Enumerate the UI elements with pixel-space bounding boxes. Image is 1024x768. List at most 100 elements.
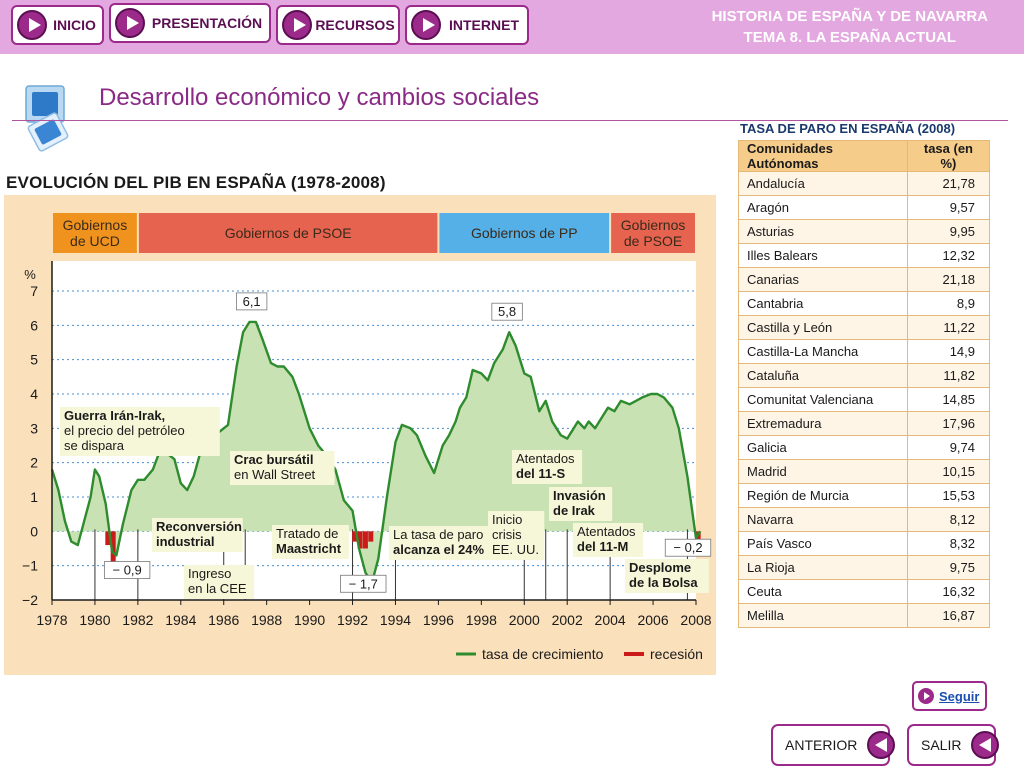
play-arrow-icon — [411, 10, 441, 40]
region-cell: Canarias — [738, 267, 908, 292]
rate-cell: 8,9 — [906, 291, 991, 316]
x-tick-label: 1992 — [337, 612, 368, 628]
x-tick-label: 2002 — [552, 612, 583, 628]
annotation-text: Tratado de Maastricht — [276, 526, 342, 556]
rate-cell: 9,95 — [906, 219, 991, 244]
play-arrow-icon — [115, 8, 145, 38]
government-band — [611, 213, 695, 253]
rate-cell: 16,87 — [906, 603, 991, 628]
y-tick-label: 0 — [30, 523, 38, 539]
rate-cell: 9,74 — [906, 435, 991, 460]
table-row: Navarra 8,12 — [738, 507, 991, 532]
annotation-box — [60, 407, 220, 456]
recursos-button[interactable]: RECURSOS — [276, 5, 400, 45]
rate-cell: 14,85 — [906, 387, 991, 412]
x-tick-label: 1982 — [122, 612, 153, 628]
annotation-box — [184, 565, 255, 599]
region-cell: Aragón — [738, 195, 908, 220]
annotation-box — [512, 450, 583, 484]
y-axis-label: % — [24, 267, 36, 282]
table-row: Galicia 9,74 — [738, 435, 991, 460]
inicio-button[interactable]: INICIO — [11, 5, 104, 45]
unemployment-table-title: TASA DE PARO EN ESPAÑA (2008) — [740, 121, 956, 136]
anterior-label: ANTERIOR — [785, 737, 858, 753]
recession-bar — [362, 531, 368, 549]
page-title: Desarrollo económico y cambios sociales — [99, 84, 540, 111]
rate-cell: 9,75 — [906, 555, 991, 580]
value-label: − 0,9 — [112, 563, 141, 578]
table-row: Andalucía 21,78 — [738, 171, 991, 196]
region-cell: Melilla — [738, 603, 908, 628]
y-tick-label: 4 — [30, 386, 38, 402]
value-label: − 0,2 — [673, 540, 702, 555]
title-divider — [12, 120, 1008, 121]
recession-bar — [105, 531, 111, 546]
rate-cell: 10,15 — [906, 459, 991, 484]
y-tick-label: 7 — [30, 283, 38, 299]
recession-bar — [110, 531, 116, 563]
salir-button[interactable]: SALIR — [907, 724, 1000, 766]
annotation-text: Atentados del 11-S — [516, 451, 575, 481]
region-cell: Comunitat Valenciana — [738, 387, 908, 412]
table-header-rate: tasa (en %) — [906, 140, 991, 172]
recursos-label: RECURSOS — [315, 17, 395, 33]
x-tick-label: 1998 — [466, 612, 497, 628]
recession-bar — [368, 531, 374, 542]
x-tick-label: 1988 — [251, 612, 282, 628]
table-row: Región de Murcia 15,53 — [738, 483, 991, 508]
table-row: Asturias 9,95 — [738, 219, 991, 244]
gdp-chart: Gobiernos de UCD Gobiernos de PSOE Gobierno… — [22, 213, 712, 662]
presentacion-button[interactable]: PRESENTACIÓN — [109, 3, 271, 43]
annotation-text: Atentados del 11-M — [577, 524, 636, 554]
annotation-text: Inicio crisis EE. UU. — [492, 512, 539, 557]
rate-cell: 8,32 — [906, 531, 991, 556]
annotation-text: Reconversión industrial — [156, 519, 242, 549]
rate-cell: 21,78 — [906, 171, 991, 196]
government-band — [53, 213, 137, 253]
annotation-text: La tasa de paro alcanza el 24% — [393, 527, 484, 557]
x-tick-label: 1994 — [380, 612, 411, 628]
government-band — [138, 213, 438, 253]
government-band-label: Gobiernos de PSOE — [621, 217, 686, 249]
back-arrow-icon — [971, 731, 1000, 759]
x-tick-label: 1986 — [208, 612, 239, 628]
anterior-button[interactable]: ANTERIOR — [771, 724, 896, 766]
value-label-box — [664, 538, 712, 557]
recession-bar — [357, 531, 363, 549]
header-line-1: HISTORIA DE ESPAÑA Y DE NAVARRA — [711, 8, 988, 25]
rate-cell: 9,57 — [906, 195, 991, 220]
back-arrow-icon — [867, 731, 896, 759]
table-row: Melilla 16,87 — [738, 603, 991, 628]
y-tick-label: 5 — [30, 352, 38, 368]
value-label-box — [103, 561, 151, 579]
page-icon — [25, 85, 69, 152]
unemployment-table: Comunidades Autónomas tasa (en %) Andalu… — [738, 140, 991, 628]
government-band — [439, 213, 610, 253]
region-cell: Extremadura — [738, 411, 908, 436]
value-label: 5,8 — [498, 304, 516, 319]
internet-label: INTERNET — [449, 17, 519, 33]
play-arrow-icon — [282, 10, 312, 40]
rate-cell: 15,53 — [906, 483, 991, 508]
value-label-box — [235, 292, 268, 311]
government-band-label: Gobiernos de UCD — [63, 217, 128, 249]
internet-button[interactable]: INTERNET — [405, 5, 529, 45]
government-band-label: Gobiernos de PP — [471, 225, 578, 241]
seguir-button[interactable]: Seguir — [912, 681, 987, 711]
value-label: 6,1 — [243, 294, 261, 309]
y-tick-label: −2 — [22, 592, 38, 608]
table-row: La Rioja 9,75 — [738, 555, 991, 580]
region-cell: Galicia — [738, 435, 908, 460]
table-row: Castilla-La Mancha 14,9 — [738, 339, 991, 364]
y-tick-label: 3 — [30, 420, 38, 436]
region-cell: Castilla y León — [738, 315, 908, 340]
x-tick-label: 1980 — [79, 612, 110, 628]
table-row: Comunitat Valenciana 14,85 — [738, 387, 991, 412]
x-tick-label: 2000 — [509, 612, 540, 628]
table-row: Cantabria 8,9 — [738, 291, 991, 316]
x-tick-label: 2006 — [637, 612, 668, 628]
annotation-box — [272, 525, 349, 559]
recession-bar — [352, 531, 358, 542]
annotation-box — [152, 518, 243, 552]
y-tick-label: 2 — [30, 455, 38, 471]
